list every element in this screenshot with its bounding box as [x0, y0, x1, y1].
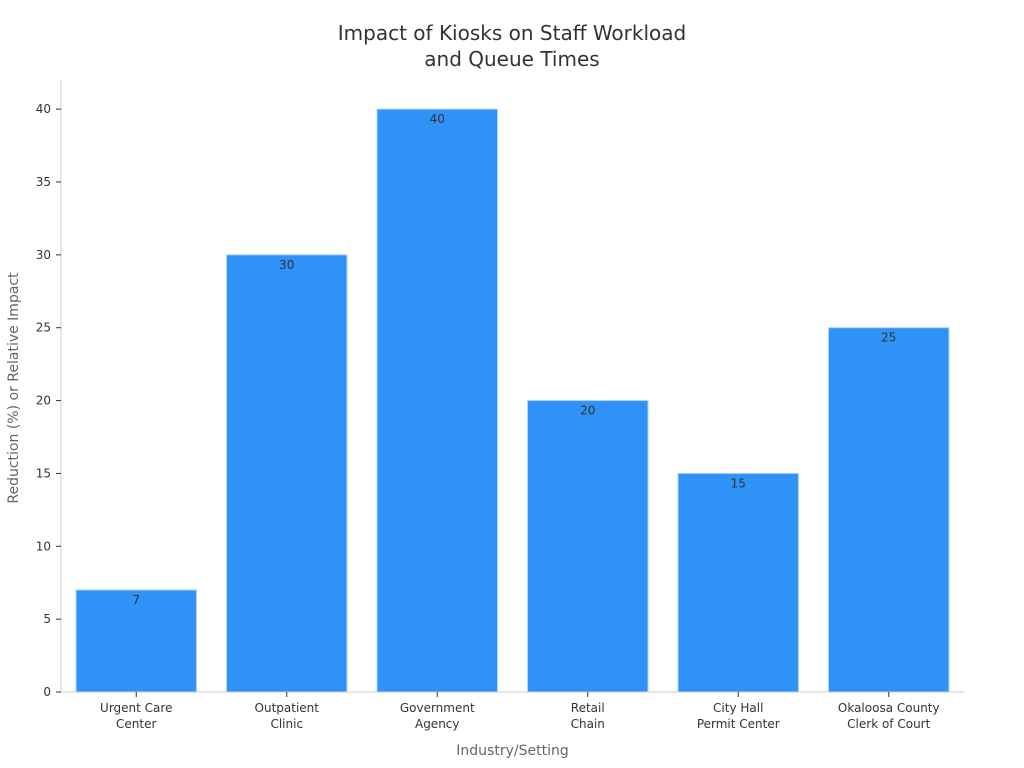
bar-data-labels: 7 30 40 20 15 25 [132, 112, 896, 607]
y-tick-label: 35 [36, 175, 51, 189]
bar [376, 108, 498, 693]
y-tick-label: 15 [36, 466, 51, 480]
x-tick-label: City Hall [713, 701, 763, 715]
chart-title-line: and Queue Times [424, 47, 599, 71]
bar-value-label: 7 [132, 593, 140, 607]
x-axis-ticks: Urgent Care Center Outpatient Clinic Governm… [100, 692, 940, 731]
y-tick-label: 25 [36, 321, 51, 335]
bar [828, 327, 950, 693]
bar [75, 589, 197, 693]
y-axis-ticks: 0 5 10 15 20 25 30 35 40 [36, 102, 61, 699]
x-tick-label: Permit Center [697, 717, 780, 731]
y-tick-label: 30 [36, 248, 51, 262]
x-tick-label: Center [116, 717, 156, 731]
bar-value-label: 30 [279, 258, 294, 272]
y-tick-label: 5 [43, 612, 51, 626]
y-tick-label: 20 [36, 394, 51, 408]
bar [677, 472, 799, 693]
x-tick-label: Government [400, 701, 475, 715]
bar [226, 254, 348, 693]
bar-value-label: 25 [881, 331, 896, 345]
x-tick-label: Urgent Care [100, 701, 172, 715]
bar-value-label: 40 [430, 112, 445, 126]
chart-title-line: Impact of Kiosks on Staff Workload [338, 21, 686, 45]
bars [75, 108, 950, 693]
x-tick-label: Agency [415, 717, 460, 731]
y-tick-label: 40 [36, 102, 51, 116]
bar-value-label: 15 [731, 476, 746, 490]
x-tick-label: Clinic [270, 717, 303, 731]
bar [527, 400, 649, 693]
x-tick-label: Outpatient [255, 701, 320, 715]
y-axis-title: Reduction (%) or Relative Impact [6, 272, 22, 504]
bar-value-label: 20 [580, 404, 595, 418]
x-tick-label: Clerk of Court [847, 717, 930, 731]
x-axis-title: Industry/Setting [456, 743, 568, 759]
y-tick-label: 0 [43, 685, 51, 699]
x-tick-label: Retail [571, 701, 605, 715]
y-tick-label: 10 [36, 539, 51, 553]
x-tick-label: Chain [571, 717, 605, 731]
x-tick-label: Okaloosa County [838, 701, 940, 715]
